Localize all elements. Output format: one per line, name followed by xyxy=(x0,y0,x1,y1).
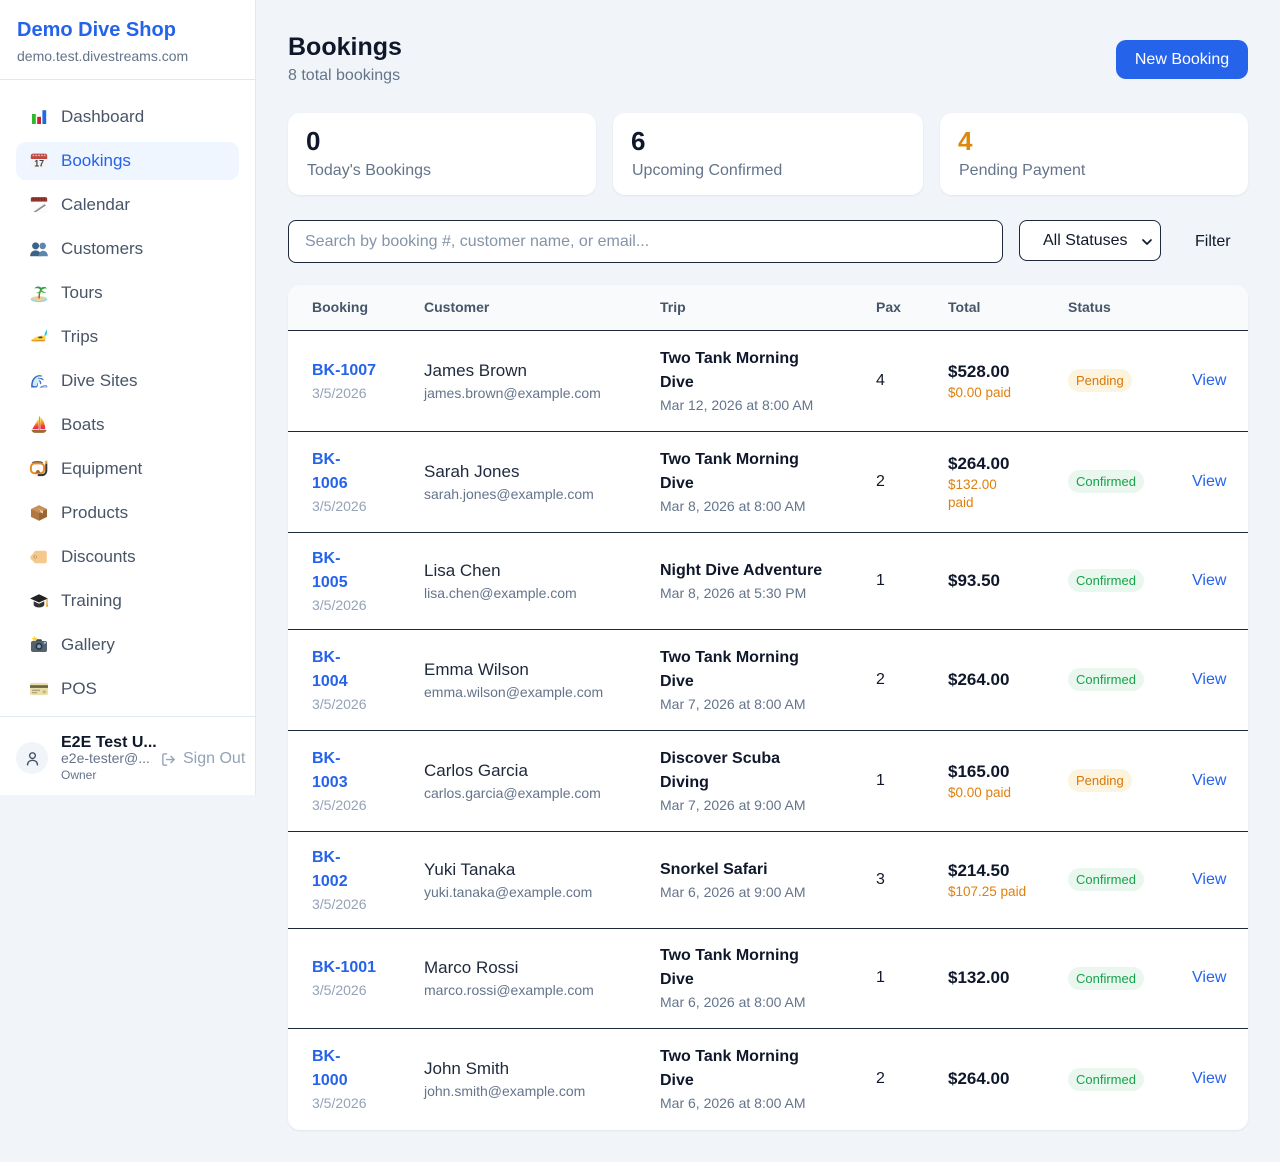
svg-text:17: 17 xyxy=(34,159,44,169)
